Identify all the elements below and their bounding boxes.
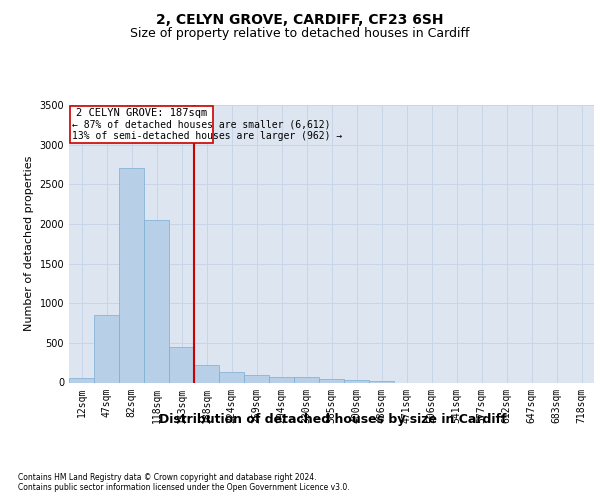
Bar xyxy=(219,372,244,382)
Text: 2, CELYN GROVE, CARDIFF, CF23 6SH: 2, CELYN GROVE, CARDIFF, CF23 6SH xyxy=(156,12,444,26)
Text: 2 CELYN GROVE: 187sqm: 2 CELYN GROVE: 187sqm xyxy=(76,108,207,118)
FancyBboxPatch shape xyxy=(70,106,213,143)
Bar xyxy=(119,168,144,382)
Text: Contains HM Land Registry data © Crown copyright and database right 2024.: Contains HM Land Registry data © Crown c… xyxy=(18,472,317,482)
Bar xyxy=(169,347,194,382)
Bar xyxy=(94,315,119,382)
Text: Contains public sector information licensed under the Open Government Licence v3: Contains public sector information licen… xyxy=(18,484,350,492)
Bar xyxy=(69,378,94,382)
Text: Distribution of detached houses by size in Cardiff: Distribution of detached houses by size … xyxy=(159,412,507,426)
Text: Size of property relative to detached houses in Cardiff: Size of property relative to detached ho… xyxy=(130,28,470,40)
Text: ← 87% of detached houses are smaller (6,612): ← 87% of detached houses are smaller (6,… xyxy=(72,119,331,129)
Text: 13% of semi-detached houses are larger (962) →: 13% of semi-detached houses are larger (… xyxy=(72,132,343,141)
Y-axis label: Number of detached properties: Number of detached properties xyxy=(24,156,34,332)
Bar xyxy=(269,376,294,382)
Bar xyxy=(144,220,169,382)
Bar xyxy=(319,380,344,382)
Bar xyxy=(294,378,319,382)
Bar xyxy=(194,366,219,382)
Bar xyxy=(244,375,269,382)
Bar xyxy=(344,380,369,382)
